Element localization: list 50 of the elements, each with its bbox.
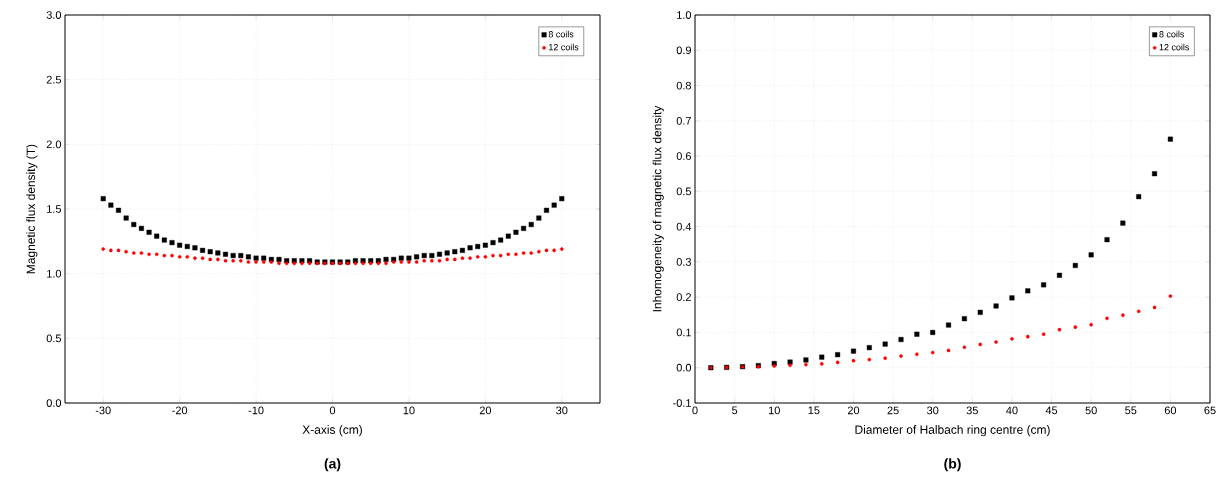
x-tick-label: 35 [966, 406, 978, 415]
y-tick-label: 2.5 [46, 75, 62, 84]
legend-label: 8 coils [1159, 30, 1185, 38]
y-tick-label: 0.5 [676, 187, 692, 196]
x-tick-label: 5 [732, 406, 738, 415]
x-axis-title: Diameter of Halbach ring centre (cm) [855, 425, 1050, 437]
x-tick-label: -30 [95, 406, 111, 415]
y-tick-label: 0.5 [46, 334, 62, 343]
y-tick-label: 0.1 [676, 328, 691, 337]
x-tick-label: 40 [1006, 406, 1018, 415]
y-tick-label: 0.9 [676, 46, 691, 55]
y-tick-label: 1.0 [47, 269, 62, 278]
y-axis-title: Inhomogeneity of magnetic flux density [652, 105, 664, 312]
y-tick-label: 0.7 [676, 116, 691, 125]
x-tick-label: 25 [887, 406, 899, 415]
y-tick-label: 1.0 [677, 11, 692, 19]
x-tick-label: 15 [808, 406, 820, 415]
x-tick-label: 65 [1204, 406, 1216, 415]
legend-label: 8 coils [548, 30, 574, 38]
y-tick-label: 0.4 [676, 222, 692, 231]
x-tick-label: 0 [329, 406, 336, 415]
x-tick-label: 20 [847, 406, 860, 415]
y-tick-label: 1.5 [47, 205, 62, 213]
legend-label: 12 coils [549, 43, 579, 51]
y-tick-label: 0.6 [676, 152, 691, 160]
y-tick-label: 0.2 [676, 293, 691, 302]
x-tick-label: 50 [1085, 406, 1097, 415]
x-tick-label: 10 [403, 406, 415, 415]
y-tick-label: 2.0 [46, 140, 62, 149]
y-tick-label: 0.3 [676, 258, 691, 266]
x-tick-label: -10 [248, 406, 264, 415]
text: (b) [944, 458, 961, 472]
y-axis-title: Magnetic flux density (T) [26, 144, 38, 274]
x-tick-label: -20 [172, 406, 188, 415]
x-tick-label: 20 [479, 406, 492, 415]
legend-label: 12 coils [1159, 43, 1190, 51]
x-tick-label: 45 [1045, 406, 1058, 415]
text: (a) [324, 458, 341, 472]
y-tick-label: 0.0 [676, 363, 692, 372]
x-tick-label: 30 [556, 406, 568, 415]
x-tick-label: 55 [1125, 406, 1137, 415]
x-axis-title: X-axis (cm) [302, 425, 362, 437]
x-tick-label: 30 [927, 406, 939, 415]
x-tick-label: 0 [692, 406, 698, 415]
x-tick-label: 10 [768, 406, 780, 415]
y-tick-label: 0.0 [46, 399, 62, 407]
y-tick-label: 3.0 [46, 11, 62, 19]
y-tick-label: 0.8 [676, 81, 691, 90]
y-tick-label: -0.1 [673, 399, 691, 407]
x-tick-label: 60 [1164, 406, 1177, 415]
